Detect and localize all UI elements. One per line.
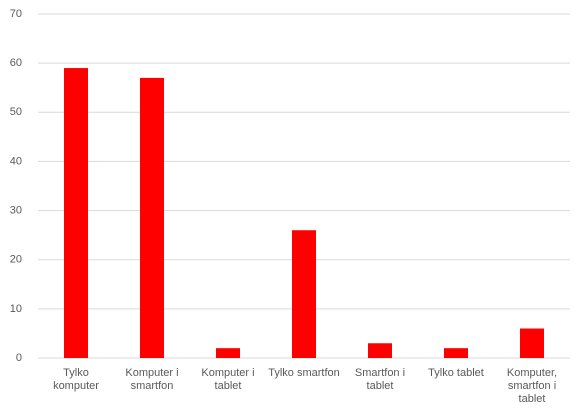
x-tick-label: Komputer i smartfon xyxy=(125,367,179,392)
x-tick-label: Komputer i tablet xyxy=(201,367,255,392)
bar xyxy=(140,77,164,358)
x-tick-label: Smartfon i tablet xyxy=(354,367,406,392)
y-tick-label: 30 xyxy=(10,204,22,216)
x-tick-label: Tylko smartfon xyxy=(268,367,340,379)
y-tick-label: 40 xyxy=(10,155,22,167)
bar xyxy=(216,348,240,358)
x-tick-label: Komputer, smartfon i tablet xyxy=(506,367,558,405)
bar xyxy=(520,328,544,358)
x-tick-label: Tylko komputer xyxy=(53,367,99,392)
y-tick-label: 50 xyxy=(10,106,22,118)
bar xyxy=(444,348,468,358)
bar xyxy=(292,230,316,358)
x-tick-label: Tylko tablet xyxy=(428,367,484,379)
bar xyxy=(368,343,392,358)
y-tick-label: 20 xyxy=(10,254,22,266)
y-tick-label: 70 xyxy=(10,8,22,20)
y-tick-label: 10 xyxy=(10,303,22,315)
y-tick-label: 0 xyxy=(16,352,22,364)
bar xyxy=(64,68,88,359)
y-tick-label: 60 xyxy=(10,57,22,69)
